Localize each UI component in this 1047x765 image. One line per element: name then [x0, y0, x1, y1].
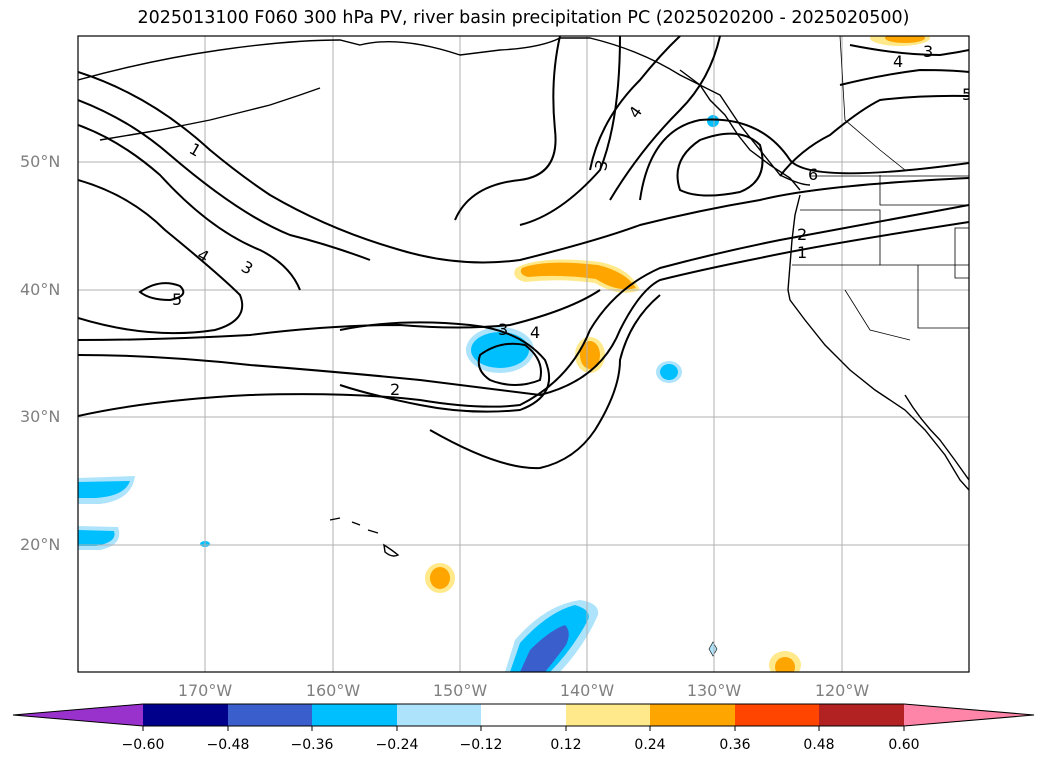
colorbar-segment [228, 704, 312, 726]
colorbar [12, 703, 1035, 731]
contour-inner-3 [339, 321, 550, 413]
lon-label: 140°W [559, 681, 615, 700]
contour-ne-1 [779, 94, 969, 177]
shade-tiny-blue [708, 641, 718, 657]
colorbar-segment [650, 704, 735, 726]
lon-label: 170°W [177, 681, 233, 700]
lat-label: 50°N [20, 152, 61, 171]
colorbar-segment [819, 704, 904, 726]
contour-west-4 [78, 99, 371, 261]
shade-pacific-orange-band [514, 259, 640, 293]
map-frame [77, 35, 970, 673]
shade-coast-blue [707, 115, 719, 127]
contour-inner-4 [477, 342, 542, 386]
gridlines [78, 36, 969, 672]
colorbar-segment [312, 704, 397, 726]
state-border-3 [917, 265, 969, 329]
lon-label: 160°W [305, 681, 361, 700]
colorbar-tick-label: −0.24 [375, 737, 419, 753]
shade-orange-small [575, 337, 605, 373]
shade-south-blue [505, 600, 599, 672]
colorbar-tick-label: −0.12 [459, 737, 503, 753]
shade-blue-small [656, 361, 682, 383]
baja-coast [904, 394, 969, 481]
lat-label: 30°N [20, 407, 61, 426]
colorbar-segment [735, 704, 819, 726]
contour-label: 5 [172, 290, 182, 309]
contour-label: 3 [923, 42, 933, 61]
contour-gulf-low [676, 132, 764, 197]
colorbar-tick-label: 0.24 [634, 737, 666, 753]
map-title: 2025013100 F060 300 hPa PV, river basin … [137, 8, 910, 28]
contour-gulf-3 [454, 36, 561, 221]
contour-gulf-4 [519, 36, 621, 226]
map-plot-area: 1 4 3 5 2 3 4 3 4 6 2 1 4 3 5 [78, 36, 972, 672]
shade-north-orange [870, 36, 930, 46]
contour-west-inner [78, 179, 244, 335]
colorbar-tick-label: −0.36 [290, 737, 334, 753]
colorbar-tick-label: 0.60 [888, 737, 920, 753]
contour-label: 5 [962, 85, 972, 104]
contour-gulf-6 [609, 36, 721, 201]
colorbar-tick-label: −0.60 [121, 737, 165, 753]
contour-label: 6 [808, 165, 818, 184]
lat-label: 20°N [20, 535, 61, 554]
state-border-5 [879, 175, 969, 206]
contour-south-1 [429, 294, 661, 470]
state-border-1 [800, 209, 969, 266]
colorbar-tick-label: −0.48 [206, 737, 250, 753]
contour-west-3 [78, 124, 301, 291]
shade-west-blue-1 [78, 476, 135, 504]
contour-ne-3 [849, 44, 969, 57]
colorbar-tick-label: 0.48 [803, 737, 835, 753]
contour-2-main [78, 221, 969, 397]
contour-label: 3 [591, 158, 612, 173]
contour-gulf-inner-1 [639, 118, 969, 201]
shade-south-orange [769, 651, 801, 672]
shade-hawaii-orange [425, 563, 455, 593]
colorbar-segment [481, 704, 566, 726]
contour-label: 4 [530, 323, 540, 342]
contour-label: 2 [797, 225, 807, 244]
contour-1-main [78, 204, 969, 417]
contour-label: 4 [893, 52, 903, 71]
contour-ne-2 [839, 68, 969, 86]
precip-shading [78, 36, 930, 672]
colorbar-tick-label: 0.36 [719, 737, 751, 753]
state-border-4 [954, 227, 969, 279]
us-west-coast [787, 194, 969, 491]
aleutian-islands [99, 87, 321, 141]
contour-gulf-5 [589, 36, 681, 171]
colorbar-tick-label: 0.12 [550, 737, 582, 753]
colorbar-extend-max [904, 704, 1034, 726]
colorbar-extend-min [13, 704, 143, 726]
alaska-coast [78, 37, 811, 186]
colorbar-segment [397, 704, 481, 726]
contour-label: 2 [390, 380, 400, 399]
borders [792, 36, 969, 341]
pv-contours [78, 36, 969, 470]
contour-west-5 [138, 282, 185, 302]
state-border-6 [844, 289, 911, 341]
colorbar-segment [566, 704, 650, 726]
shade-west-blue-2 [78, 526, 120, 550]
contour-1-north [78, 71, 969, 264]
hawaii [329, 517, 400, 557]
colorbar-segment [143, 704, 228, 726]
lon-label: 150°W [432, 681, 488, 700]
lon-label: 130°W [686, 681, 742, 700]
lon-label: 120°W [814, 681, 870, 700]
lat-label: 40°N [20, 280, 61, 299]
contour-label: 3 [498, 320, 508, 339]
alaska-canada-border [839, 36, 906, 171]
contour-label: 1 [797, 243, 807, 262]
